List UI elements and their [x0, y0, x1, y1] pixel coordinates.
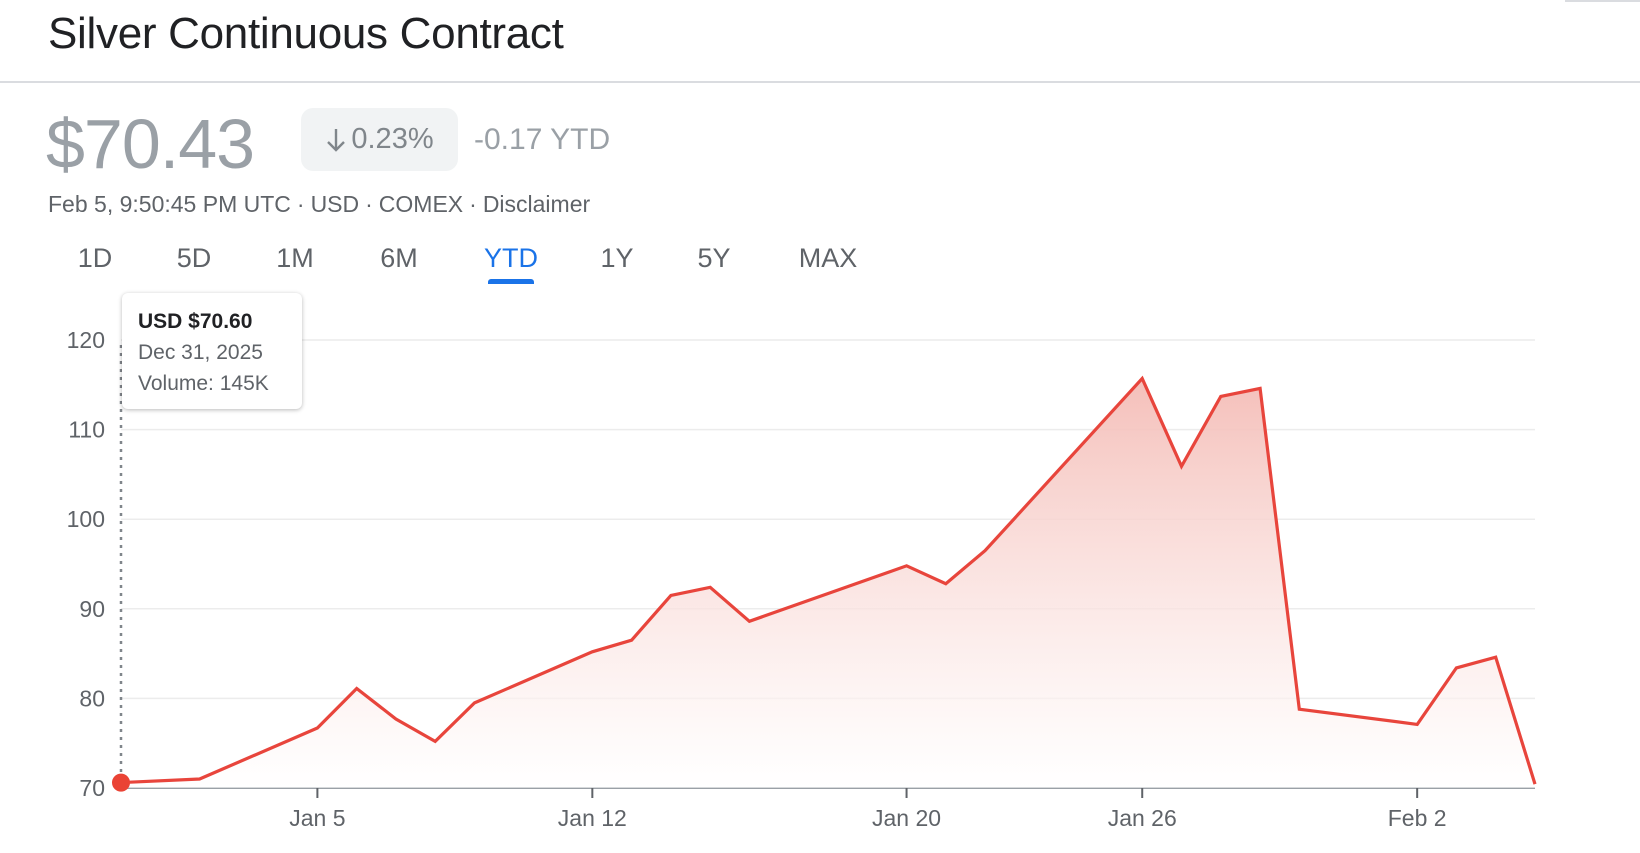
data-point	[983, 549, 987, 553]
chart-tooltip: USD $70.60 Dec 31, 2025 Volume: 145K	[122, 293, 302, 409]
x-tick-label: Jan 5	[289, 805, 345, 831]
data-point	[630, 638, 634, 642]
quote-timestamp: Feb 5, 9:50:45 PM UTC	[48, 191, 291, 217]
price-chart[interactable]: 70 80 90 100 110 120 Jan 5 Jan 12 Jan 20 Jan 26 Fe…	[0, 290, 1640, 853]
data-point	[905, 564, 909, 568]
active-tab-indicator	[488, 279, 534, 284]
quote-meta: Feb 5, 9:50:45 PM UTC · USD · COMEX · Disclaim…	[48, 190, 590, 218]
data-point	[1258, 386, 1262, 390]
data-point	[1219, 394, 1223, 398]
data-point	[1415, 722, 1419, 726]
tab-1y[interactable]: 1Y	[600, 243, 634, 273]
data-point	[669, 593, 673, 597]
tooltip-date: Dec 31, 2025	[138, 341, 263, 364]
top-divider-right	[1565, 0, 1640, 2]
data-point	[1180, 464, 1184, 468]
data-point	[708, 585, 712, 589]
data-point	[1533, 782, 1537, 786]
data-point	[433, 739, 437, 743]
y-tick-label: 100	[67, 506, 105, 532]
header-divider	[0, 81, 1640, 83]
tab-6m[interactable]: 6M	[380, 243, 418, 273]
current-price: $70.43	[46, 105, 255, 183]
ytd-change: -0.17 YTD	[474, 123, 611, 156]
data-point	[590, 650, 594, 654]
data-point	[394, 717, 398, 721]
y-tick-label: 110	[68, 417, 105, 443]
data-point	[315, 726, 319, 730]
meta-separator: ·	[296, 191, 305, 217]
y-tick-label: 70	[79, 775, 105, 801]
quote-exchange: COMEX	[378, 191, 464, 217]
data-point	[1297, 707, 1301, 711]
series-area	[121, 378, 1535, 788]
x-tick-label: Jan 26	[1108, 805, 1177, 831]
data-point	[1494, 655, 1498, 659]
change-percent: 0.23%	[351, 123, 434, 155]
meta-separator: ·	[469, 191, 477, 217]
arrow-down-icon	[325, 127, 347, 153]
series-line	[120, 375, 1537, 785]
data-point	[747, 619, 751, 623]
data-point	[944, 582, 948, 586]
data-point	[1454, 666, 1458, 670]
x-tick-label: Jan 12	[558, 805, 627, 831]
x-tick-label: Feb 2	[1388, 805, 1447, 831]
data-point	[355, 687, 359, 691]
tab-max[interactable]: MAX	[798, 243, 858, 273]
y-tick-label: 80	[79, 685, 105, 711]
meta-separator: ·	[365, 191, 373, 217]
disclaimer-link[interactable]: Disclaimer	[482, 191, 591, 217]
data-point	[1140, 377, 1144, 381]
page-title: Silver Continuous Contract	[48, 9, 564, 58]
data-point	[473, 701, 477, 705]
tab-1d[interactable]: 1D	[77, 243, 113, 273]
tab-5d[interactable]: 5D	[176, 243, 212, 273]
x-tick-label: Jan 20	[872, 805, 941, 831]
tooltip-price: USD $70.60	[138, 310, 253, 333]
y-tick-label: 90	[79, 596, 105, 622]
tab-ytd[interactable]: YTD	[484, 243, 538, 273]
y-tick-label: 120	[67, 327, 105, 353]
tab-5y[interactable]: 5Y	[697, 243, 731, 273]
change-badge: 0.23%	[301, 108, 458, 171]
quote-currency: USD	[310, 191, 360, 217]
tab-1m[interactable]: 1M	[276, 243, 314, 273]
hover-marker	[112, 773, 130, 792]
data-point	[198, 777, 202, 781]
data-point	[1022, 506, 1026, 510]
tooltip-volume: Volume: 145K	[138, 372, 269, 395]
